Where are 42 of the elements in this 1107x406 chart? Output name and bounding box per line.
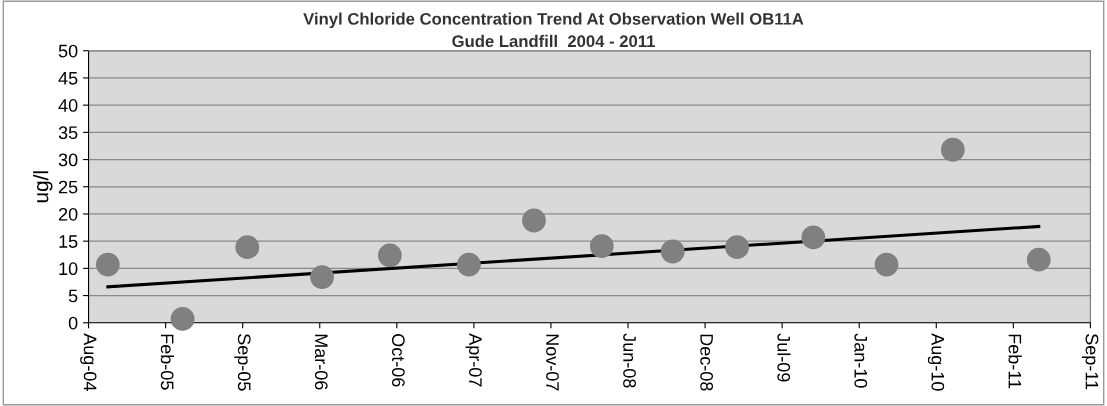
point [660, 239, 685, 264]
y-tick-label: 35 [58, 126, 78, 140]
x-tick-label: Apr-07 [465, 333, 482, 387]
x-tick-label: Jan-10 [854, 333, 868, 388]
x-tick-label: Aug-04 [80, 333, 97, 391]
point [377, 243, 402, 268]
x-tick-label: Oct-06 [391, 334, 405, 387]
x-tick-label: Nov-07 [546, 334, 559, 391]
point [95, 252, 120, 277]
y-tick-label: 0 [68, 316, 78, 330]
x-tick-label: Feb-11 [1008, 334, 1022, 389]
x-tick-label: Aug-10 [927, 333, 945, 391]
y-tick-label: 40 [58, 99, 78, 112]
x-tick-label: Sep-11 [1081, 334, 1099, 390]
point [1026, 247, 1051, 272]
x-tick-label: Mar-06 [314, 334, 328, 390]
point [940, 137, 965, 162]
point [874, 252, 899, 277]
point [456, 252, 481, 277]
y-tick-label: 30 [58, 153, 78, 167]
y-tick-label: 10 [59, 262, 78, 276]
point [522, 208, 546, 233]
y-tick-label: 25 [58, 180, 78, 194]
chart-subtitle: Gude Landfill 2004 - 2011 [452, 34, 655, 48]
x-tick-label: Sep-05 [234, 334, 251, 391]
x-tick-label: Jun-08 [623, 333, 636, 388]
point [589, 234, 614, 258]
y-tick-label: 45 [58, 72, 78, 85]
point [235, 235, 260, 260]
y-axis-title: ug/l [33, 171, 53, 203]
y-tick-label: 20 [58, 207, 78, 221]
x-tick-label: Feb-05 [160, 334, 175, 390]
point [725, 235, 749, 260]
x-tick-label: Dec-08 [700, 334, 714, 391]
point [310, 265, 334, 289]
point [801, 225, 826, 250]
y-tick-label: 50 [58, 44, 78, 58]
chart-title: Vinyl Chloride Concentration Trend At Observation Well OB11A [303, 12, 804, 29]
y-tick-label: 5 [68, 289, 78, 303]
point [170, 307, 195, 331]
x-tick-label: Jul-09 [777, 333, 791, 382]
y-tick-label: 15 [59, 235, 78, 248]
